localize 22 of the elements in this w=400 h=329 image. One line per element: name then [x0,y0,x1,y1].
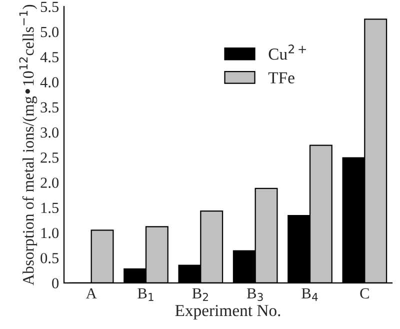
y-tick-label: 2.5 [40,152,59,163]
y-tick-label: 5.0 [40,26,59,38]
y-tick-label: 3.0 [40,127,59,138]
x-axis-title: Experiment No. [175,304,280,320]
legend-label: TFe [268,72,294,84]
x-tick-label: C [360,288,369,299]
legend-label: Cu$^{2+}$ [268,44,306,60]
y-tick-label: 3.5 [40,102,59,113]
y-tick-label: 1.5 [41,202,59,214]
y-axis-title: Absorption of metal ions/(mg•10$^{12}$cells$^{−1}$) [19,4,38,286]
x-tick-label: A [86,288,97,298]
x-tick-label: B$_{2}$ [192,288,208,301]
y-tick-label: 0.5 [40,252,59,264]
y-tick-label: 4.0 [40,77,59,88]
x-tick-label: B$_{1}$ [138,288,154,301]
y-tick-label: 2.0 [40,178,59,188]
y-tick-label: 0 [52,278,59,288]
x-tick-label: B$_{3}$ [246,288,263,301]
y-tick-label: 1.0 [41,228,59,238]
y-tick-label: 5.5 [40,2,59,12]
y-tick-label: 4.5 [40,52,59,62]
x-tick-label: B$_{4}$ [302,288,318,301]
